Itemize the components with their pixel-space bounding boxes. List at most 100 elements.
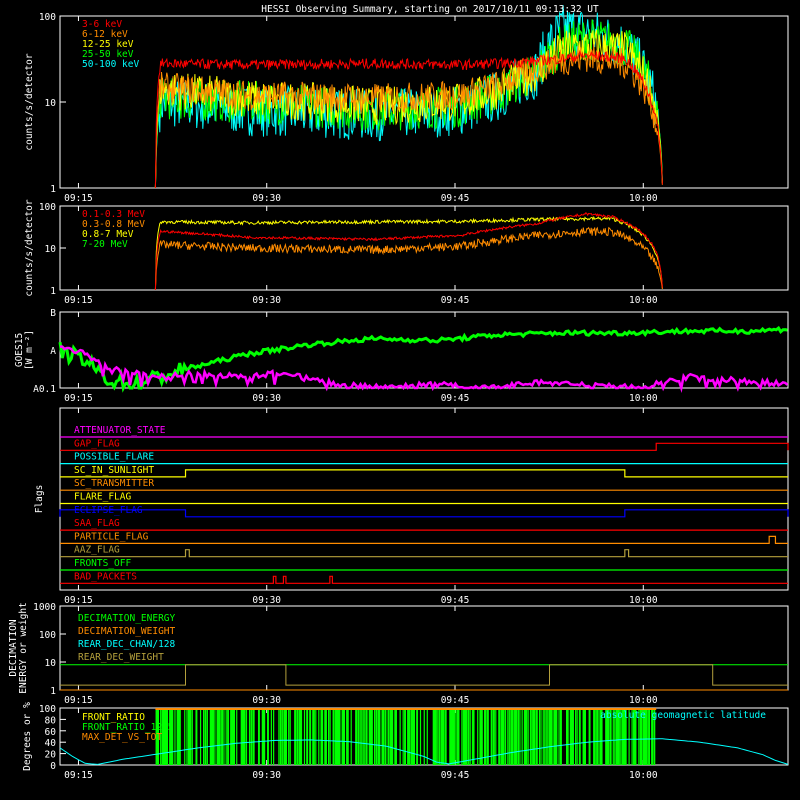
- flag-line-bad-packets: [60, 575, 788, 584]
- y-tick-label: 100: [39, 630, 56, 641]
- time-tick-label: 09:45: [441, 695, 470, 706]
- y-tick-label: 1000: [33, 602, 56, 613]
- flag-label: FRONTS_OFF: [74, 558, 131, 569]
- y-axis-label-line: [W m⁻²]: [24, 330, 35, 370]
- time-tick-label: 09:30: [252, 770, 281, 781]
- legend-entry: REAR_DEC_CHAN/128: [78, 639, 176, 650]
- flag-line-particle-flag: [60, 535, 788, 544]
- legend-entry: DECIMATION_WEIGHT: [78, 626, 176, 637]
- y-tick-label: 20: [45, 750, 57, 761]
- y-axis-label: counts/s/detector: [24, 53, 35, 151]
- series-line-0-8-7-MeV: [154, 215, 663, 291]
- legend-entry: FRONT_RATIO_1225: [82, 722, 174, 733]
- time-tick-label: 09:30: [252, 695, 281, 706]
- decimation-y-axis-label: DECIMATION ENERGY or weight: [8, 602, 29, 694]
- legend-entry: FRONT_RATIO: [82, 712, 145, 723]
- y-tick-label: 100: [39, 12, 56, 23]
- flag-line-eclipse-flag: [59, 509, 789, 518]
- flag-line-sc-in-sunlight: [60, 469, 788, 478]
- flag-label: GAP_FLAG: [74, 438, 120, 449]
- series-line-6-12-keV: [154, 44, 663, 189]
- time-tick-label: 09:30: [252, 193, 281, 204]
- legend-entry: 0.1-0.3 MeV: [82, 209, 145, 220]
- time-tick-label: 10:00: [629, 695, 658, 706]
- y-tick-label: A0.1: [33, 384, 56, 395]
- legend-entry: 50-100 keV: [82, 59, 139, 70]
- flag-label: BAD_PACKETS: [74, 571, 137, 582]
- time-tick-label: 09:45: [441, 193, 470, 204]
- flag-label: AAZ_FLAG: [74, 545, 120, 556]
- time-tick-label: 10:00: [629, 770, 658, 781]
- legend-entry: 3-6 keV: [82, 19, 122, 30]
- legend-entry: 7-20 MeV: [82, 239, 128, 250]
- y-tick-label: 1: [50, 184, 56, 195]
- legend-entry: 0.3-0.8 MeV: [82, 219, 145, 230]
- geomagnetic-latitude-line: [59, 738, 789, 765]
- time-tick-label: 09:30: [252, 295, 281, 306]
- y-tick-label: 1: [50, 686, 56, 697]
- y-tick-label: 100: [39, 202, 56, 213]
- y-tick-label: 10: [45, 658, 57, 669]
- y-tick-label: 0: [50, 761, 56, 772]
- flag-label: SAA_FLAG: [74, 518, 120, 529]
- time-tick-label: 09:15: [64, 695, 93, 706]
- flag-label: SC_IN_SUNLIGHT: [74, 465, 154, 476]
- flag-label: FLARE_FLAG: [74, 492, 131, 503]
- y-axis-label-line: ENERGY or weight: [18, 602, 29, 694]
- time-tick-label: 09:15: [64, 393, 93, 404]
- flag-label: PARTICLE_FLAG: [74, 531, 149, 542]
- flag-label: POSSIBLE_FLARE: [74, 452, 154, 463]
- y-tick-label: 10: [45, 244, 57, 255]
- time-tick-label: 09:15: [64, 595, 93, 606]
- series-line-0-3-0-8-MeV: [154, 226, 663, 291]
- y-tick-label: 100: [39, 704, 56, 715]
- time-tick-label: 09:30: [252, 595, 281, 606]
- plot-title: HESSI Observing Summary, starting on 201…: [261, 4, 599, 15]
- legend-entry: DECIMATION_ENERGY: [78, 613, 176, 624]
- time-tick-label: 09:30: [252, 393, 281, 404]
- time-tick-label: 10:00: [629, 193, 658, 204]
- legend-entry: 6-12 keV: [82, 29, 128, 40]
- legend-entry: MAX_DET_VS_TOT: [82, 732, 162, 743]
- goes-series-green: [58, 325, 788, 393]
- y-axis-label-line: DECIMATION: [8, 619, 19, 676]
- time-tick-label: 09:45: [441, 595, 470, 606]
- legend-entry: 0.8-7 MeV: [82, 229, 134, 240]
- series-line-3-6-keV: [154, 49, 663, 189]
- time-tick-label: 09:45: [441, 295, 470, 306]
- y-tick-label: 80: [45, 715, 57, 726]
- panel-frame-3: [59, 407, 789, 591]
- time-tick-label: 09:45: [441, 770, 470, 781]
- y-tick-label: A: [50, 346, 56, 357]
- series-line-0-1-0-3-MeV: [154, 212, 663, 291]
- y-axis-label: Flags: [34, 485, 45, 514]
- annotation-geomagnetic: absolute geomagnetic latitude: [600, 710, 766, 721]
- legend-entry: 25-50 keV: [82, 49, 134, 60]
- time-tick-label: 10:00: [629, 393, 658, 404]
- y-tick-label: 10: [45, 98, 57, 109]
- y-axis-label: counts/s/detector: [24, 199, 35, 297]
- legend-entry: REAR_DEC_WEIGHT: [78, 652, 164, 663]
- y-tick-label: 40: [45, 738, 57, 749]
- decimation-series-rear-dec-weight: [60, 664, 788, 686]
- goes-y-axis-label: GOES15 [W m⁻²]: [14, 330, 35, 370]
- y-axis-label: Degrees or %: [22, 702, 33, 771]
- time-tick-label: 09:15: [64, 193, 93, 204]
- flag-line-gap-flag: [60, 442, 789, 451]
- time-tick-label: 10:00: [629, 295, 658, 306]
- time-tick-label: 09:15: [64, 295, 93, 306]
- legend-entry: 12-25 keV: [82, 39, 134, 50]
- flag-label: SC_TRANSMITTER: [74, 478, 154, 489]
- time-tick-label: 10:00: [629, 595, 658, 606]
- flag-line-aaz-flag: [60, 549, 788, 558]
- y-tick-label: 60: [45, 727, 57, 738]
- y-tick-label: B: [50, 308, 56, 319]
- goes-series-magenta: [60, 345, 789, 393]
- time-tick-label: 09:15: [64, 770, 93, 781]
- y-tick-label: 1: [50, 286, 56, 297]
- y-axis-label-line: GOES15: [14, 333, 25, 367]
- series-line-50-100-keV: [154, 5, 663, 189]
- flag-label: ATTENUATOR_STATE: [74, 425, 166, 436]
